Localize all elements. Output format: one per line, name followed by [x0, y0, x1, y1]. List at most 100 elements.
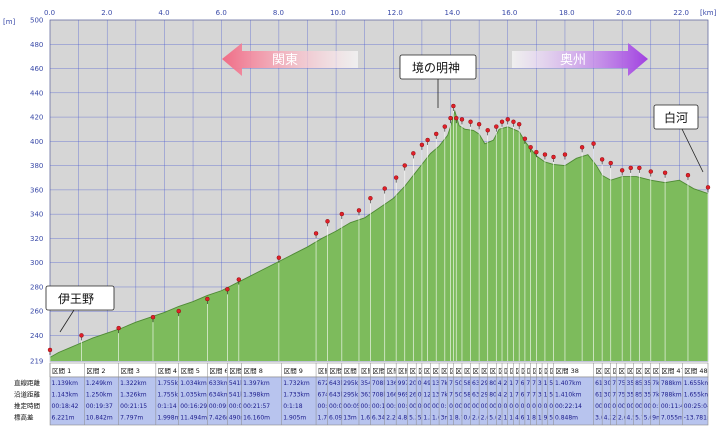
- segment-value: 00:21:15: [120, 403, 147, 410]
- segment-value: 00:09:47: [595, 403, 622, 410]
- column-content: 区間 23 500km 500km 00:08:00 8.783m: [455, 367, 478, 422]
- segment-value: 7.426m: [209, 415, 232, 422]
- segment-value: 00:12:37: [449, 403, 476, 410]
- table-column: 区間 21 7km 7km 0:1 3m: [438, 363, 464, 425]
- column-content: 区間 39 612km 612km 00:09:47 3.059m: [595, 367, 622, 422]
- segment-name: 区間 27: [490, 367, 513, 375]
- segment-value: 00:18:42: [52, 403, 79, 410]
- segment-value: 13m: [343, 415, 357, 422]
- segment-value: 5.790m: [635, 415, 658, 422]
- segment-value: 142km: [509, 392, 530, 399]
- segment-value: 29km: [504, 380, 521, 387]
- segment-value: 5m: [549, 415, 559, 422]
- segment-value: 582km: [463, 392, 484, 399]
- segment-value: 1.249km: [86, 380, 113, 387]
- table-column: 区間 31 76km 76km 0:1 4.5m: [513, 363, 538, 425]
- x-tick-label: 20.0: [616, 9, 632, 17]
- segment-value: 0:1: [544, 403, 554, 410]
- waypoint-marker: [325, 219, 330, 224]
- waypoint-marker: [150, 314, 156, 320]
- segment-value: 767km: [526, 392, 547, 399]
- waypoint-marker: [425, 137, 430, 143]
- segment-value: 00:07:48: [423, 403, 450, 410]
- waypoint-marker: [608, 160, 613, 166]
- table-column: 区間 41 7km 7km 0:1 2m: [610, 363, 625, 425]
- segment-value: 612km: [595, 380, 616, 387]
- segment-value: 1.023m: [432, 415, 455, 422]
- waypoint-marker: [476, 122, 482, 127]
- segment-name: 区間 37: [550, 367, 573, 375]
- segment-value: 00:19:37: [86, 403, 113, 410]
- table-column: 区間 14 708km 708km 00:11:49 6.341m: [370, 363, 399, 425]
- segment-name: 区間 23: [455, 367, 478, 375]
- x-unit-label: [km]: [700, 9, 717, 17]
- segment-name: 区間 43: [627, 367, 650, 375]
- column-content: 区間 6 633km 634km 00:09:59 7.426m: [209, 367, 232, 422]
- segment-value: 00:01:40: [432, 403, 459, 410]
- y-axis-ticks: 219 240 260 280 300 320 340 360 380 400 420 440 460 4…: [30, 17, 43, 366]
- segment-value: 638km: [472, 380, 493, 387]
- waypoint-marker: [454, 115, 459, 121]
- table-column: 区間 43 357km 357km 00:05:42 4.527m: [624, 363, 650, 425]
- table-column: 区間 42 759km 759km 00:12:08 2.066m: [616, 363, 639, 425]
- y-tick-label: 260: [30, 308, 43, 316]
- table-column: 区間 16 997km 969km 00:15:17 4.835m: [395, 363, 421, 425]
- segment-value: 2.279m: [386, 415, 409, 422]
- segment-value: 00:13:42: [635, 403, 662, 410]
- segment-value: 79km: [532, 392, 549, 399]
- waypoint-marker: [47, 347, 53, 353]
- callout-ionoya-label: 伊王野: [58, 292, 94, 306]
- table-column: 区間 40 307km 307km 00:05:03 4.238m: [601, 363, 625, 425]
- segment-value: 7km: [612, 380, 625, 387]
- segment-value: 1.326km: [120, 392, 147, 399]
- row-label: 推定時間: [14, 401, 40, 410]
- table-column: 区間 22 798km 798km 00:12:37 1.667m: [447, 363, 476, 425]
- arrow-kanto-label: 関東: [272, 52, 298, 68]
- segment-value: 00:09:06: [463, 403, 490, 410]
- waypoint-marker: [339, 211, 345, 217]
- column-content: 区間 24 582km 582km 00:09:06 0.066m: [463, 367, 490, 422]
- segment-value: 10.842m: [86, 415, 113, 422]
- segment-value: 857km: [635, 380, 656, 387]
- column-content: 区間 43 357km 357km 00:05:42 4.527m: [627, 367, 650, 422]
- segment-name: 区間 33: [527, 367, 550, 375]
- segment-value: 00:01:03: [418, 403, 445, 410]
- segment-value: 295km: [343, 380, 364, 387]
- segment-value: 798km: [449, 392, 470, 399]
- callout-shirakawa-label: 白河: [664, 110, 688, 125]
- waypoint-marker: [485, 128, 490, 133]
- segment-name: 区間 4: [158, 367, 177, 375]
- segment-name: 区間 13: [361, 367, 384, 375]
- segment-value: 759km: [618, 392, 639, 399]
- waypoint-marker: [368, 196, 373, 201]
- segment-name: 区間 21: [441, 367, 464, 375]
- row-label: 沿道距離: [14, 390, 41, 399]
- waypoint-marker: [551, 154, 556, 160]
- column-content: 区間 8 1.397km 1.398km 00:21:57 16.160m: [243, 367, 270, 422]
- segment-value: 00:11:49: [372, 403, 399, 410]
- waypoint-marker: [176, 308, 181, 314]
- segment-value: 133km: [432, 392, 453, 399]
- table-column: 区間 30 142km 142km 00:02:16 1.329m: [507, 363, 530, 425]
- segment-value: 5.335m: [418, 415, 441, 422]
- segment-name: 区間 12: [344, 367, 367, 375]
- segment-value: 490m: [229, 415, 246, 422]
- segment-value: 367km: [538, 392, 559, 399]
- segment-name: 区間 31: [515, 367, 538, 375]
- y-tick-label: 219: [30, 358, 43, 366]
- segment-value: 126km: [423, 392, 444, 399]
- y-tick-label: 440: [30, 89, 43, 97]
- segment-name: 区間 3: [121, 367, 140, 375]
- column-content: 区間 40 307km 307km 00:05:03 4.238m: [604, 367, 625, 422]
- segment-value: 307km: [604, 380, 625, 387]
- segment-value: 635km: [521, 380, 542, 387]
- x-tick-label: 2.0: [101, 9, 112, 17]
- table-column: 区間 24 582km 582km 00:09:06 0.066m: [461, 363, 490, 425]
- waypoint-marker: [411, 151, 416, 156]
- segment-value: 4.835m: [398, 415, 421, 422]
- table-columns: 区間 1 1.139km 1.143km 00:18:42 6.221m 区間 2 1.24…: [49, 363, 708, 425]
- segment-name: 区間 36: [544, 367, 567, 375]
- x-tick-label: 18.0: [559, 9, 575, 17]
- column-content: 区間 46 7km 7km 0:1 9m: [652, 367, 659, 422]
